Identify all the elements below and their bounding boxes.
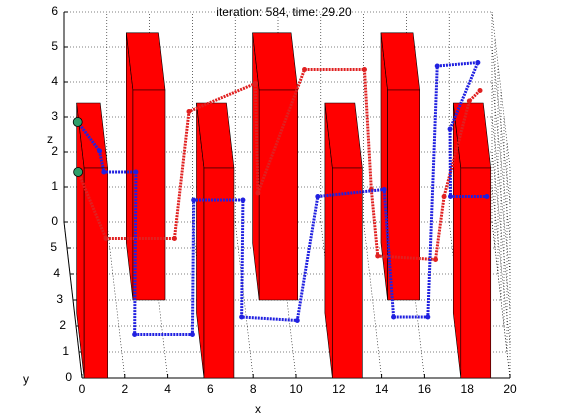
obstacle-front [83,167,108,379]
chart-title: iteration: 584, time: 29.20 [216,5,352,19]
trajectory-point [255,190,261,196]
x-tick-label: 4 [164,382,171,396]
trajectory-point [240,197,246,203]
z-axis-label: z [47,132,53,146]
y-tick-label: 4 [53,266,60,280]
grid-line [491,11,511,169]
z-tick-label: 6 [51,4,58,18]
trajectory-point [186,109,192,114]
obstacle [452,102,492,379]
x-tick-label: 12 [332,382,346,396]
obstacles [76,32,492,379]
x-tick-label: 18 [461,382,475,396]
z-tick-label: 4 [51,74,58,88]
obstacle [125,32,166,301]
obstacle-top [380,32,421,91]
trajectory-point [315,194,321,199]
trajectory-point [361,67,367,72]
trajectory-point [101,169,107,175]
x-axis-label: x [255,402,261,416]
trajectory-point [239,314,245,320]
trajectory [76,68,482,262]
trajectory-point [294,318,300,323]
y-tick-label: 3 [56,292,63,306]
trajectory-point [433,257,439,262]
obstacle-front [132,89,166,301]
obstacle-top [252,32,299,91]
y-tick-label: 5 [50,240,57,254]
trajectory-point [441,194,447,199]
obstacle [196,102,235,379]
trajectory-point [484,194,490,199]
trajectory-point [434,63,440,69]
x-tick-label: 16 [418,382,432,396]
trajectory-point [447,126,453,132]
trajectory-point [132,332,138,337]
x-tick-label: 0 [79,382,86,396]
axes [63,11,511,379]
trajectory-point [252,81,258,86]
z-tick-label: 5 [51,39,58,53]
obstacle-front [258,89,299,301]
z-tick-label: 1 [51,179,58,193]
x-tick-label: 10 [289,382,303,396]
start-marker [73,167,84,177]
obstacle-front [460,167,492,379]
obstacle [76,102,109,379]
trajectory-point [302,67,308,72]
obstacle [324,102,363,379]
grid-line [491,186,511,344]
x-tick-label: 20 [503,382,517,396]
trajectory-point [477,88,483,93]
trajectory-point [191,197,197,203]
trajectory-point [448,194,453,199]
obstacle-front [387,89,420,301]
x-tick-label: 2 [121,382,128,396]
trajectory-point [103,236,109,241]
trajectory-point [97,148,103,154]
x-tick-label: 6 [207,382,214,396]
z-tick-label: 2 [51,144,58,158]
obstacle-front [203,167,235,379]
y-tick-label: 0 [65,370,72,384]
obstacle-top [125,32,166,91]
y-tick-label: 2 [59,318,66,332]
start-marker [72,117,83,127]
trajectory-point [133,169,139,175]
y-axis-label: y [23,372,29,386]
obstacle [252,32,299,301]
trajectory-point [381,187,387,192]
obstacle [380,32,421,301]
z-tick-label: 3 [51,109,58,123]
grid-line [491,81,511,239]
trajectory-point [171,236,177,241]
x-tick-label: 14 [375,382,389,396]
trajectory-point [425,314,431,320]
trajectory-point [475,60,481,65]
z-tick-label: 0 [51,214,58,228]
trajectory-point [391,314,397,320]
x-tick-label: 8 [250,382,257,396]
y-tick-label: 1 [62,344,69,358]
grid-line [363,221,382,379]
trajectory-point [375,253,381,259]
trajectory-point [189,332,195,337]
obstacle-front [332,167,363,379]
trajectory-point [466,98,472,104]
